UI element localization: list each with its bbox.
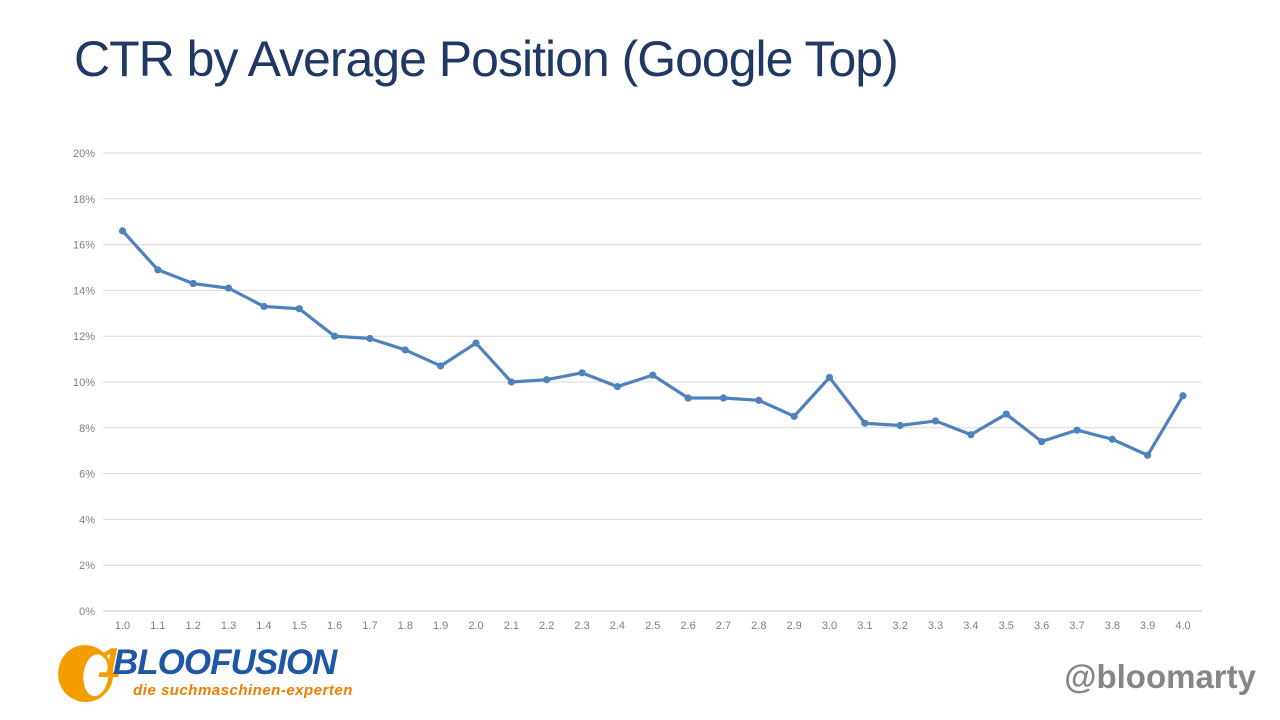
x-axis-tick-label: 3.3 bbox=[928, 620, 943, 632]
data-point-marker bbox=[189, 279, 197, 288]
x-axis-tick-label: 2.0 bbox=[468, 620, 483, 632]
x-axis-tick-label: 2.3 bbox=[574, 620, 589, 632]
x-axis-tick-label: 1.5 bbox=[292, 620, 307, 632]
y-axis-tick-label: 0% bbox=[79, 606, 95, 618]
x-axis-tick-label: 1.0 bbox=[115, 620, 130, 632]
logo-wordmark: BLOOFUSION bbox=[113, 643, 337, 682]
x-axis-tick-label: 3.4 bbox=[963, 620, 978, 632]
y-axis-tick-label: 18% bbox=[73, 194, 95, 206]
bloofusion-logo: 1 BLOOFUSION die suchmaschinen-experten bbox=[53, 639, 352, 707]
x-axis-tick-label: 1.8 bbox=[398, 620, 413, 632]
y-axis-tick-label: 16% bbox=[73, 240, 95, 252]
x-axis-tick-label: 1.6 bbox=[327, 620, 342, 632]
data-point-marker bbox=[437, 362, 445, 370]
y-axis-tick-label: 20% bbox=[73, 148, 95, 160]
data-point-marker bbox=[295, 305, 303, 313]
x-axis-tick-label: 2.9 bbox=[787, 620, 802, 632]
data-point-marker bbox=[967, 431, 975, 439]
ctr-series-line bbox=[120, 229, 1185, 457]
logo-tagline: die suchmaschinen-experten bbox=[133, 682, 353, 699]
x-axis-tick-label: 2.7 bbox=[716, 620, 731, 632]
x-axis-tick-label: 1.4 bbox=[256, 620, 271, 632]
data-point-marker bbox=[543, 376, 551, 384]
x-axis-tick-label: 2.8 bbox=[751, 620, 766, 632]
x-axis-tick-label: 3.6 bbox=[1034, 620, 1049, 632]
data-point-marker bbox=[861, 419, 869, 427]
x-axis-tick-label: 2.4 bbox=[610, 620, 625, 632]
data-point-marker bbox=[366, 334, 374, 343]
x-axis-tick-label: 2.5 bbox=[645, 620, 660, 632]
data-point-marker bbox=[472, 339, 480, 347]
x-axis-tick-label: 3.7 bbox=[1069, 620, 1084, 632]
x-axis-tick-label: 3.8 bbox=[1105, 620, 1120, 632]
data-point-marker bbox=[684, 394, 692, 402]
data-point-marker bbox=[931, 417, 940, 425]
x-axis-tick-label: 3.5 bbox=[999, 620, 1014, 632]
data-point-marker bbox=[719, 394, 728, 402]
data-point-marker bbox=[578, 369, 586, 377]
y-axis-tick-label: 6% bbox=[79, 469, 95, 481]
x-axis-tick-label: 2.6 bbox=[680, 620, 695, 632]
logo-number: 1 bbox=[98, 639, 122, 686]
y-axis-tick-label: 2% bbox=[79, 560, 95, 572]
data-point-marker bbox=[649, 371, 657, 379]
data-point-marker bbox=[507, 378, 515, 386]
x-axis-tick-label: 3.1 bbox=[857, 620, 872, 632]
x-axis-tick-label: 1.9 bbox=[433, 620, 448, 632]
data-point-marker bbox=[1144, 451, 1152, 459]
data-point-marker bbox=[1179, 392, 1187, 400]
x-axis-tick-label: 4.0 bbox=[1175, 620, 1190, 632]
x-axis-tick-label: 2.1 bbox=[504, 620, 519, 632]
data-point-marker bbox=[260, 302, 268, 311]
data-point-marker bbox=[1038, 437, 1046, 446]
x-axis-tick-label: 1.3 bbox=[221, 620, 236, 632]
page-title: CTR by Average Position (Google Top) bbox=[74, 31, 899, 87]
data-point-marker bbox=[1108, 435, 1116, 443]
data-point-marker bbox=[154, 266, 162, 274]
data-point-marker bbox=[401, 346, 409, 354]
data-point-marker bbox=[224, 284, 233, 292]
data-point-marker bbox=[896, 421, 904, 430]
data-point-marker bbox=[331, 332, 339, 340]
data-point-marker bbox=[1073, 426, 1081, 434]
x-axis-tick-label: 1.1 bbox=[150, 620, 165, 632]
x-axis-tick-label: 3.9 bbox=[1140, 620, 1155, 632]
x-axis-tick-label: 1.2 bbox=[186, 620, 201, 632]
data-point-marker bbox=[118, 227, 127, 235]
data-point-marker bbox=[825, 373, 834, 382]
data-point-marker bbox=[613, 382, 622, 391]
x-axis-tick-label: 3.0 bbox=[822, 620, 837, 632]
y-axis-tick-label: 4% bbox=[79, 514, 95, 526]
data-point-marker bbox=[755, 396, 763, 404]
data-point-marker bbox=[1002, 410, 1010, 418]
y-axis-tick-label: 8% bbox=[79, 423, 95, 435]
x-axis-tick-label: 1.7 bbox=[362, 620, 377, 632]
twitter-handle: @bloomarty bbox=[1064, 658, 1256, 695]
x-axis-tick-label: 2.2 bbox=[539, 620, 554, 632]
y-axis-tick-label: 10% bbox=[73, 377, 95, 389]
y-axis-tick-label: 12% bbox=[73, 331, 95, 343]
y-axis-tick-label: 14% bbox=[73, 285, 95, 297]
data-point-marker bbox=[790, 412, 798, 420]
x-axis-tick-label: 3.2 bbox=[893, 620, 908, 632]
